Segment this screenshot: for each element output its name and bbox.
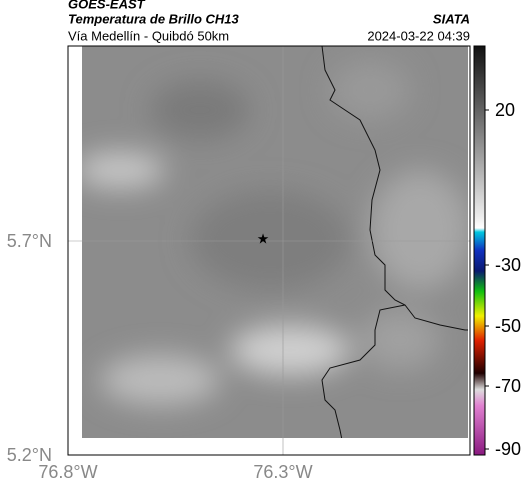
colorbar-label: -90	[495, 439, 521, 459]
lon-label: 76.8°W	[38, 462, 97, 482]
colorbar-label: -30	[495, 255, 521, 275]
svg-text:★: ★	[257, 231, 270, 247]
timestamp: 2024-03-22 04:39	[367, 28, 470, 43]
lat-label: 5.7°N	[7, 231, 52, 251]
region: Vía Medellín - Quibdó 50km	[68, 28, 229, 43]
colorbar-label: -70	[495, 376, 521, 396]
colorbar-label: -50	[495, 316, 521, 336]
title: GOES-EAST	[68, 0, 146, 11]
lat-label: 5.2°N	[7, 445, 52, 465]
lon-label: 76.3°W	[253, 462, 312, 482]
source: SIATA	[433, 11, 470, 26]
satellite-image	[82, 46, 468, 438]
colorbar	[473, 45, 486, 456]
colorbar-label: 20	[495, 100, 515, 120]
subtitle: Temperatura de Brillo CH13	[68, 11, 240, 26]
